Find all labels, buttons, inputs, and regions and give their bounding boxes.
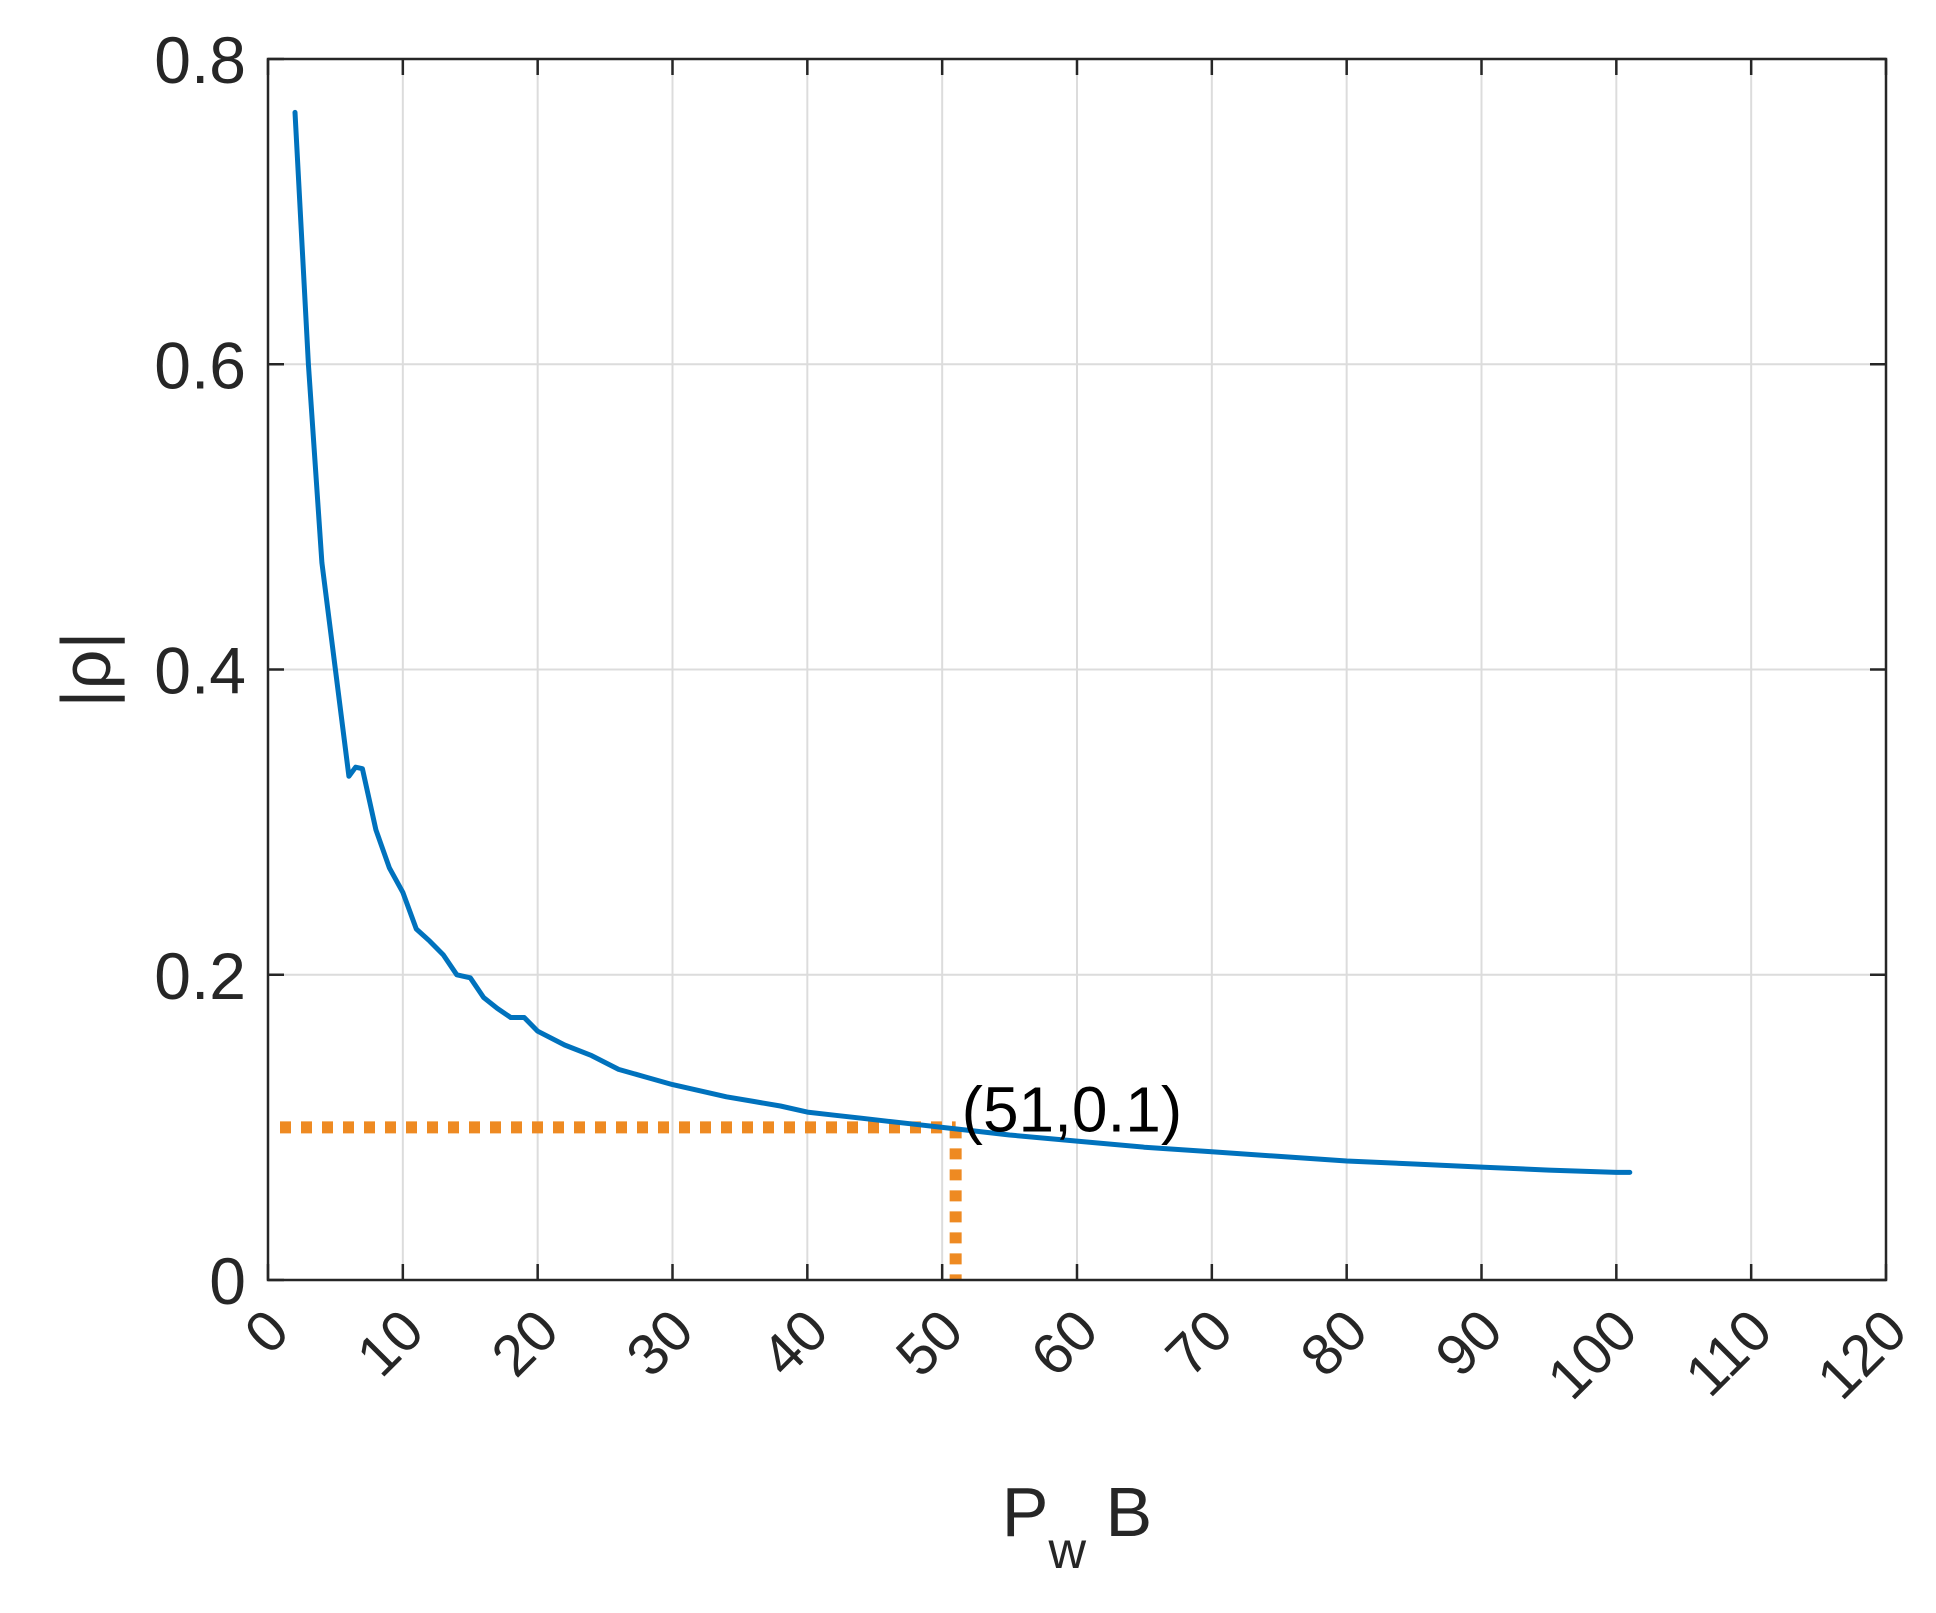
annotation-label: (51,0.1) — [962, 1073, 1183, 1145]
y-axis-label: |ρ| — [47, 631, 125, 707]
series-line — [292, 109, 1633, 1175]
grid — [268, 59, 1886, 1280]
y-tick-label: 0.4 — [154, 634, 246, 708]
x-axis-label: Pw B — [1002, 1473, 1152, 1580]
reference-lines — [280, 1121, 962, 1280]
x-axis-label-suffix: B — [1086, 1473, 1152, 1551]
y-tick-label: 0.8 — [154, 23, 246, 97]
x-axis-label-subscript: w — [1048, 1522, 1087, 1580]
series-layer — [292, 109, 1633, 1175]
x-axis-label-main: P — [1002, 1473, 1049, 1551]
y-tick-label: 0.2 — [154, 939, 246, 1013]
axes — [266, 57, 1888, 1282]
y-axis-label-text: |ρ| — [47, 631, 125, 707]
y-tick-label: 0 — [209, 1244, 246, 1318]
y-tick-label: 0.6 — [154, 328, 246, 402]
